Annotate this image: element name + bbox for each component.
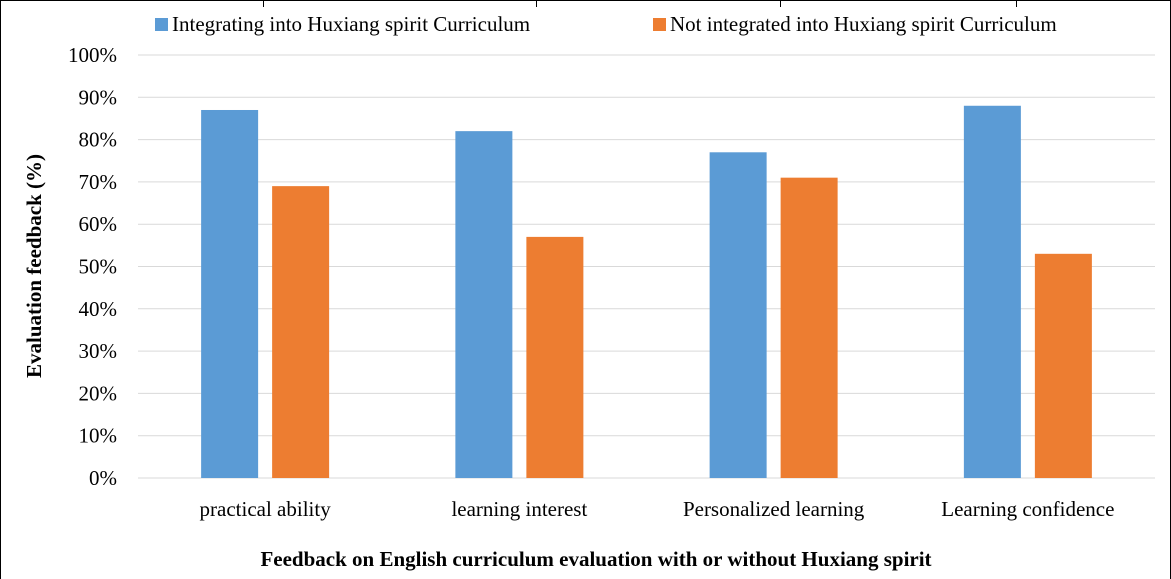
bar — [780, 177, 838, 479]
x-tick-label: Learning confidence — [941, 497, 1114, 521]
bar — [455, 131, 513, 478]
legend-swatch — [653, 18, 666, 31]
legend-label: Integrating into Huxiang spirit Curricul… — [172, 12, 530, 36]
y-tick-label: 90% — [79, 85, 118, 109]
x-axis-tick-labels: practical ability learning interest Person… — [200, 497, 1115, 521]
x-tick-label: Personalized learning — [683, 497, 865, 521]
bar — [201, 109, 259, 479]
legend-swatch — [155, 18, 168, 31]
legend: Integrating into Huxiang spirit Curricul… — [155, 12, 1057, 36]
y-axis-tick-labels: 0% 10% 20% 30% 40% 50% 60% 70% 80% 90% 100% — [68, 43, 117, 490]
y-tick-label: 80% — [79, 128, 118, 152]
y-axis-title: Evaluation feedback (%) — [22, 154, 46, 378]
y-tick-label: 100% — [68, 43, 117, 67]
y-tick-label: 60% — [79, 212, 118, 236]
x-tick-label: practical ability — [200, 497, 332, 521]
bars — [201, 105, 1092, 479]
y-tick-label: 0% — [89, 466, 117, 490]
y-tick-label: 40% — [79, 297, 118, 321]
legend-label: Not integrated into Huxiang spirit Curri… — [670, 12, 1057, 36]
bar — [272, 186, 330, 478]
bar — [1034, 253, 1092, 478]
bar — [709, 152, 767, 479]
y-tick-label: 50% — [79, 255, 118, 279]
y-tick-label: 20% — [79, 381, 118, 405]
y-tick-label: 30% — [79, 339, 118, 363]
bar — [963, 105, 1021, 478]
y-tick-label: 10% — [79, 424, 118, 448]
bar — [526, 236, 584, 478]
x-tick-label: learning interest — [451, 497, 587, 521]
y-tick-label: 70% — [79, 170, 118, 194]
x-axis-title: Feedback on English curriculum evaluatio… — [260, 547, 931, 571]
